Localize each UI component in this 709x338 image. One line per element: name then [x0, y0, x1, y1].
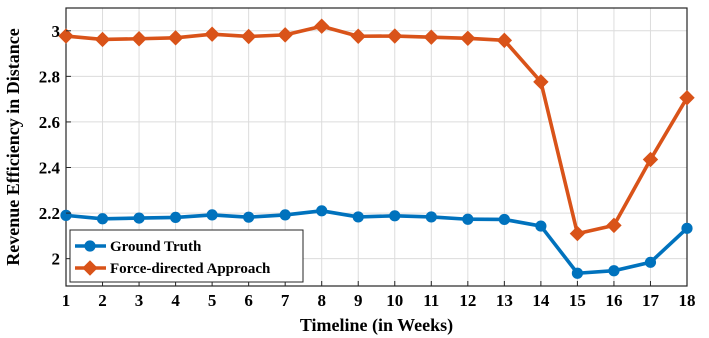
x-tick-label: 2 [98, 291, 107, 310]
data-point [535, 220, 547, 232]
data-point [350, 28, 366, 44]
x-tick-label: 9 [354, 291, 363, 310]
data-point [387, 28, 403, 44]
x-tick-label: 18 [679, 291, 696, 310]
legend-marker [82, 260, 98, 276]
data-point [642, 151, 659, 168]
data-point [571, 267, 584, 279]
y-axis-title: Revenue Efficiency in Distance [3, 28, 23, 265]
data-point [96, 213, 109, 225]
data-point [206, 209, 218, 221]
data-point [169, 211, 182, 224]
data-point [460, 30, 476, 47]
legend-entry: Force-directed Approach [75, 260, 271, 277]
x-tick-label: 17 [642, 291, 660, 310]
data-point [498, 213, 510, 226]
x-tick-label: 16 [605, 291, 622, 310]
legend-label: Ground Truth [110, 239, 202, 255]
data-point [606, 217, 622, 234]
data-point [569, 225, 586, 242]
x-tick-label: 1 [62, 291, 71, 310]
series-line [65, 209, 689, 276]
data-point [608, 265, 620, 277]
data-point [533, 74, 549, 90]
legend-entry: Ground Truth [75, 239, 202, 255]
y-tick-label: 3 [52, 22, 61, 41]
y-tick-label: 2.8 [39, 67, 60, 86]
data-point [316, 205, 328, 217]
data-point [423, 29, 440, 45]
plot-frame [65, 7, 688, 287]
tick-labels: 1 2 3 4 5 6 7 8 9 10 11 12 13 14 15 16 17 1822.22.42.62.8… [39, 22, 696, 310]
data-point [496, 32, 513, 49]
data-point [425, 211, 437, 223]
x-tick-label: 11 [423, 291, 439, 310]
series-1 [58, 18, 695, 242]
x-tick-label: 12 [459, 291, 476, 310]
x-tick-label: 5 [208, 291, 217, 310]
x-tick-label: 6 [244, 291, 253, 310]
y-tick-label: 2 [52, 250, 61, 269]
data-point [462, 213, 474, 225]
data-point [240, 28, 257, 45]
x-tick-label: 10 [386, 291, 403, 310]
data-point [279, 209, 291, 221]
data-point [60, 209, 72, 221]
data-point [313, 18, 330, 34]
x-tick-label: 14 [532, 291, 550, 310]
data-point [679, 90, 695, 106]
data-point [243, 211, 255, 223]
data-point [681, 222, 693, 234]
data-point [277, 27, 293, 43]
series-layer [58, 18, 695, 279]
legend-label: Force-directed Approach [110, 261, 271, 277]
x-tick-label: 7 [281, 291, 290, 310]
data-point [167, 30, 184, 46]
data-point [389, 210, 401, 222]
x-tick-label: 13 [496, 291, 513, 310]
data-point [644, 256, 657, 268]
legend: Ground Truth Force-directed Approach [69, 229, 304, 283]
data-point [94, 31, 111, 48]
y-tick-label: 2.6 [39, 113, 60, 132]
legend-marker [84, 240, 96, 252]
data-point [352, 211, 364, 223]
data-point [58, 28, 74, 44]
x-tick-label: 3 [135, 291, 144, 310]
series-0 [60, 205, 693, 279]
legend-box [69, 229, 304, 283]
y-tick-label: 2.4 [39, 159, 61, 178]
x-tick-label: 8 [317, 291, 326, 310]
y-tick-label: 2.2 [39, 204, 60, 223]
x-tick-label: 4 [171, 291, 180, 310]
x-tick-label: 15 [569, 291, 586, 310]
x-axis-title: Timeline (in Weeks) [300, 315, 453, 336]
data-point [133, 212, 145, 224]
series-line [65, 24, 689, 236]
data-point [131, 31, 147, 47]
data-point [204, 26, 220, 42]
